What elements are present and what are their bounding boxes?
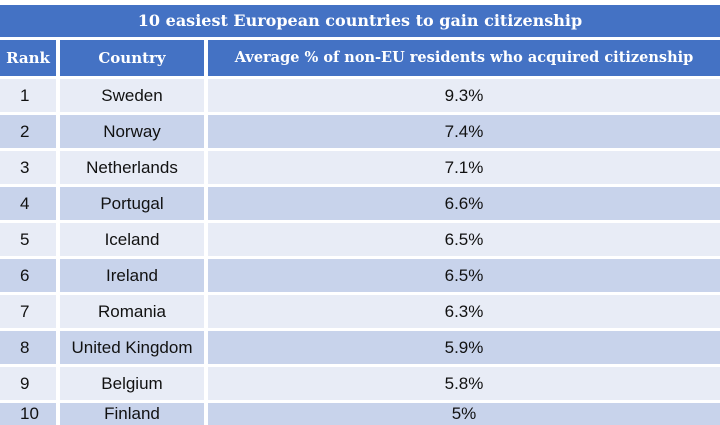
- percent-cell: 5%: [208, 403, 720, 425]
- rank-cell: 6: [0, 259, 56, 292]
- rank-cell: 2: [0, 115, 56, 148]
- rank-cell: 8: [0, 331, 56, 364]
- percent-cell: 6.6%: [208, 187, 720, 220]
- rank-cell: 1: [0, 79, 56, 112]
- country-cell: Iceland: [60, 223, 204, 256]
- table-row: 5 Iceland 6.5%: [0, 223, 720, 256]
- percent-cell: 5.9%: [208, 331, 720, 364]
- country-cell: Netherlands: [60, 151, 204, 184]
- table-row: 9 Belgium 5.8%: [0, 367, 720, 400]
- table-row: 8 United Kingdom 5.9%: [0, 331, 720, 364]
- country-cell: Ireland: [60, 259, 204, 292]
- country-cell: Romania: [60, 295, 204, 328]
- percent-cell: 6.3%: [208, 295, 720, 328]
- rank-cell: 7: [0, 295, 56, 328]
- citizenship-table: 10 easiest European countries to gain ci…: [0, 5, 720, 425]
- country-cell: Belgium: [60, 367, 204, 400]
- country-cell: Finland: [60, 403, 204, 425]
- rank-cell: 5: [0, 223, 56, 256]
- column-header-country: Country: [60, 40, 204, 76]
- table-row: 7 Romania 6.3%: [0, 295, 720, 328]
- percent-cell: 7.1%: [208, 151, 720, 184]
- table-row: 4 Portugal 6.6%: [0, 187, 720, 220]
- country-cell: Sweden: [60, 79, 204, 112]
- column-header-average-percent: Average % of non-EU residents who acquir…: [208, 40, 720, 76]
- rank-cell: 9: [0, 367, 56, 400]
- rank-cell: 4: [0, 187, 56, 220]
- country-cell: Portugal: [60, 187, 204, 220]
- rank-cell: 3: [0, 151, 56, 184]
- percent-cell: 6.5%: [208, 259, 720, 292]
- table-header-row: Rank Country Average % of non-EU residen…: [0, 40, 720, 76]
- country-cell: Norway: [60, 115, 204, 148]
- table-title: 10 easiest European countries to gain ci…: [0, 5, 720, 37]
- table-row: 10 Finland 5%: [0, 403, 720, 425]
- table-row: 1 Sweden 9.3%: [0, 79, 720, 112]
- table-row: 6 Ireland 6.5%: [0, 259, 720, 292]
- percent-cell: 7.4%: [208, 115, 720, 148]
- percent-cell: 5.8%: [208, 367, 720, 400]
- table-row: 2 Norway 7.4%: [0, 115, 720, 148]
- country-cell: United Kingdom: [60, 331, 204, 364]
- percent-cell: 6.5%: [208, 223, 720, 256]
- column-header-rank: Rank: [0, 40, 56, 76]
- percent-cell: 9.3%: [208, 79, 720, 112]
- rank-cell: 10: [0, 403, 56, 425]
- table-row: 3 Netherlands 7.1%: [0, 151, 720, 184]
